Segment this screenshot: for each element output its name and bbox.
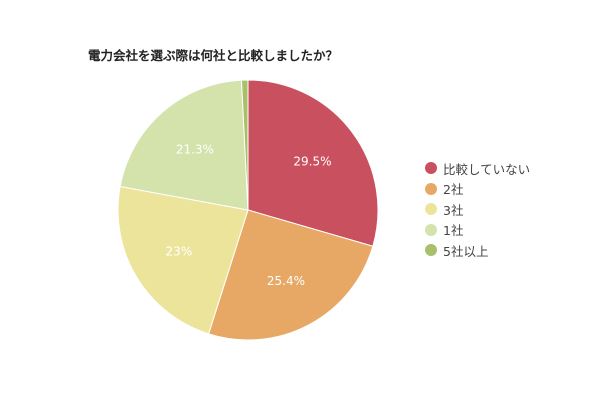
legend-item[interactable]: 2社	[425, 179, 530, 200]
legend-item[interactable]: 3社	[425, 199, 530, 220]
legend-item[interactable]: 5社以上	[425, 240, 530, 261]
legend-item[interactable]: 比較していない	[425, 158, 530, 179]
legend-color-dot	[425, 223, 437, 236]
slice-percent-label: 25.4%	[267, 274, 305, 288]
pie-slice[interactable]	[117, 185, 249, 335]
legend-label: 1社	[443, 223, 464, 239]
legend-label: 比較していない	[443, 161, 531, 177]
legend-item[interactable]: 1社	[425, 220, 530, 241]
pie-slice[interactable]	[240, 79, 249, 211]
chart-legend: 比較していない 2社 3社 1社 5社以上	[425, 158, 530, 261]
legend-label: 3社	[443, 202, 464, 218]
pie-slice[interactable]	[247, 79, 379, 247]
legend-color-dot	[425, 182, 437, 195]
legend-color-dot	[425, 244, 437, 257]
legend-color-dot	[425, 162, 437, 175]
legend-label: 2社	[443, 182, 464, 198]
legend-label: 5社以上	[443, 243, 489, 259]
pie-slice[interactable]	[119, 79, 249, 211]
legend-color-dot	[425, 203, 437, 216]
slice-percent-label: 29.5%	[293, 155, 331, 169]
slice-percent-label: 23%	[166, 244, 193, 258]
slice-percent-label: 21.3%	[176, 142, 214, 156]
pie-slice[interactable]	[207, 209, 374, 341]
chart-title: 電力会社を選ぶ際は何社と比較しましたか？	[88, 48, 339, 63]
